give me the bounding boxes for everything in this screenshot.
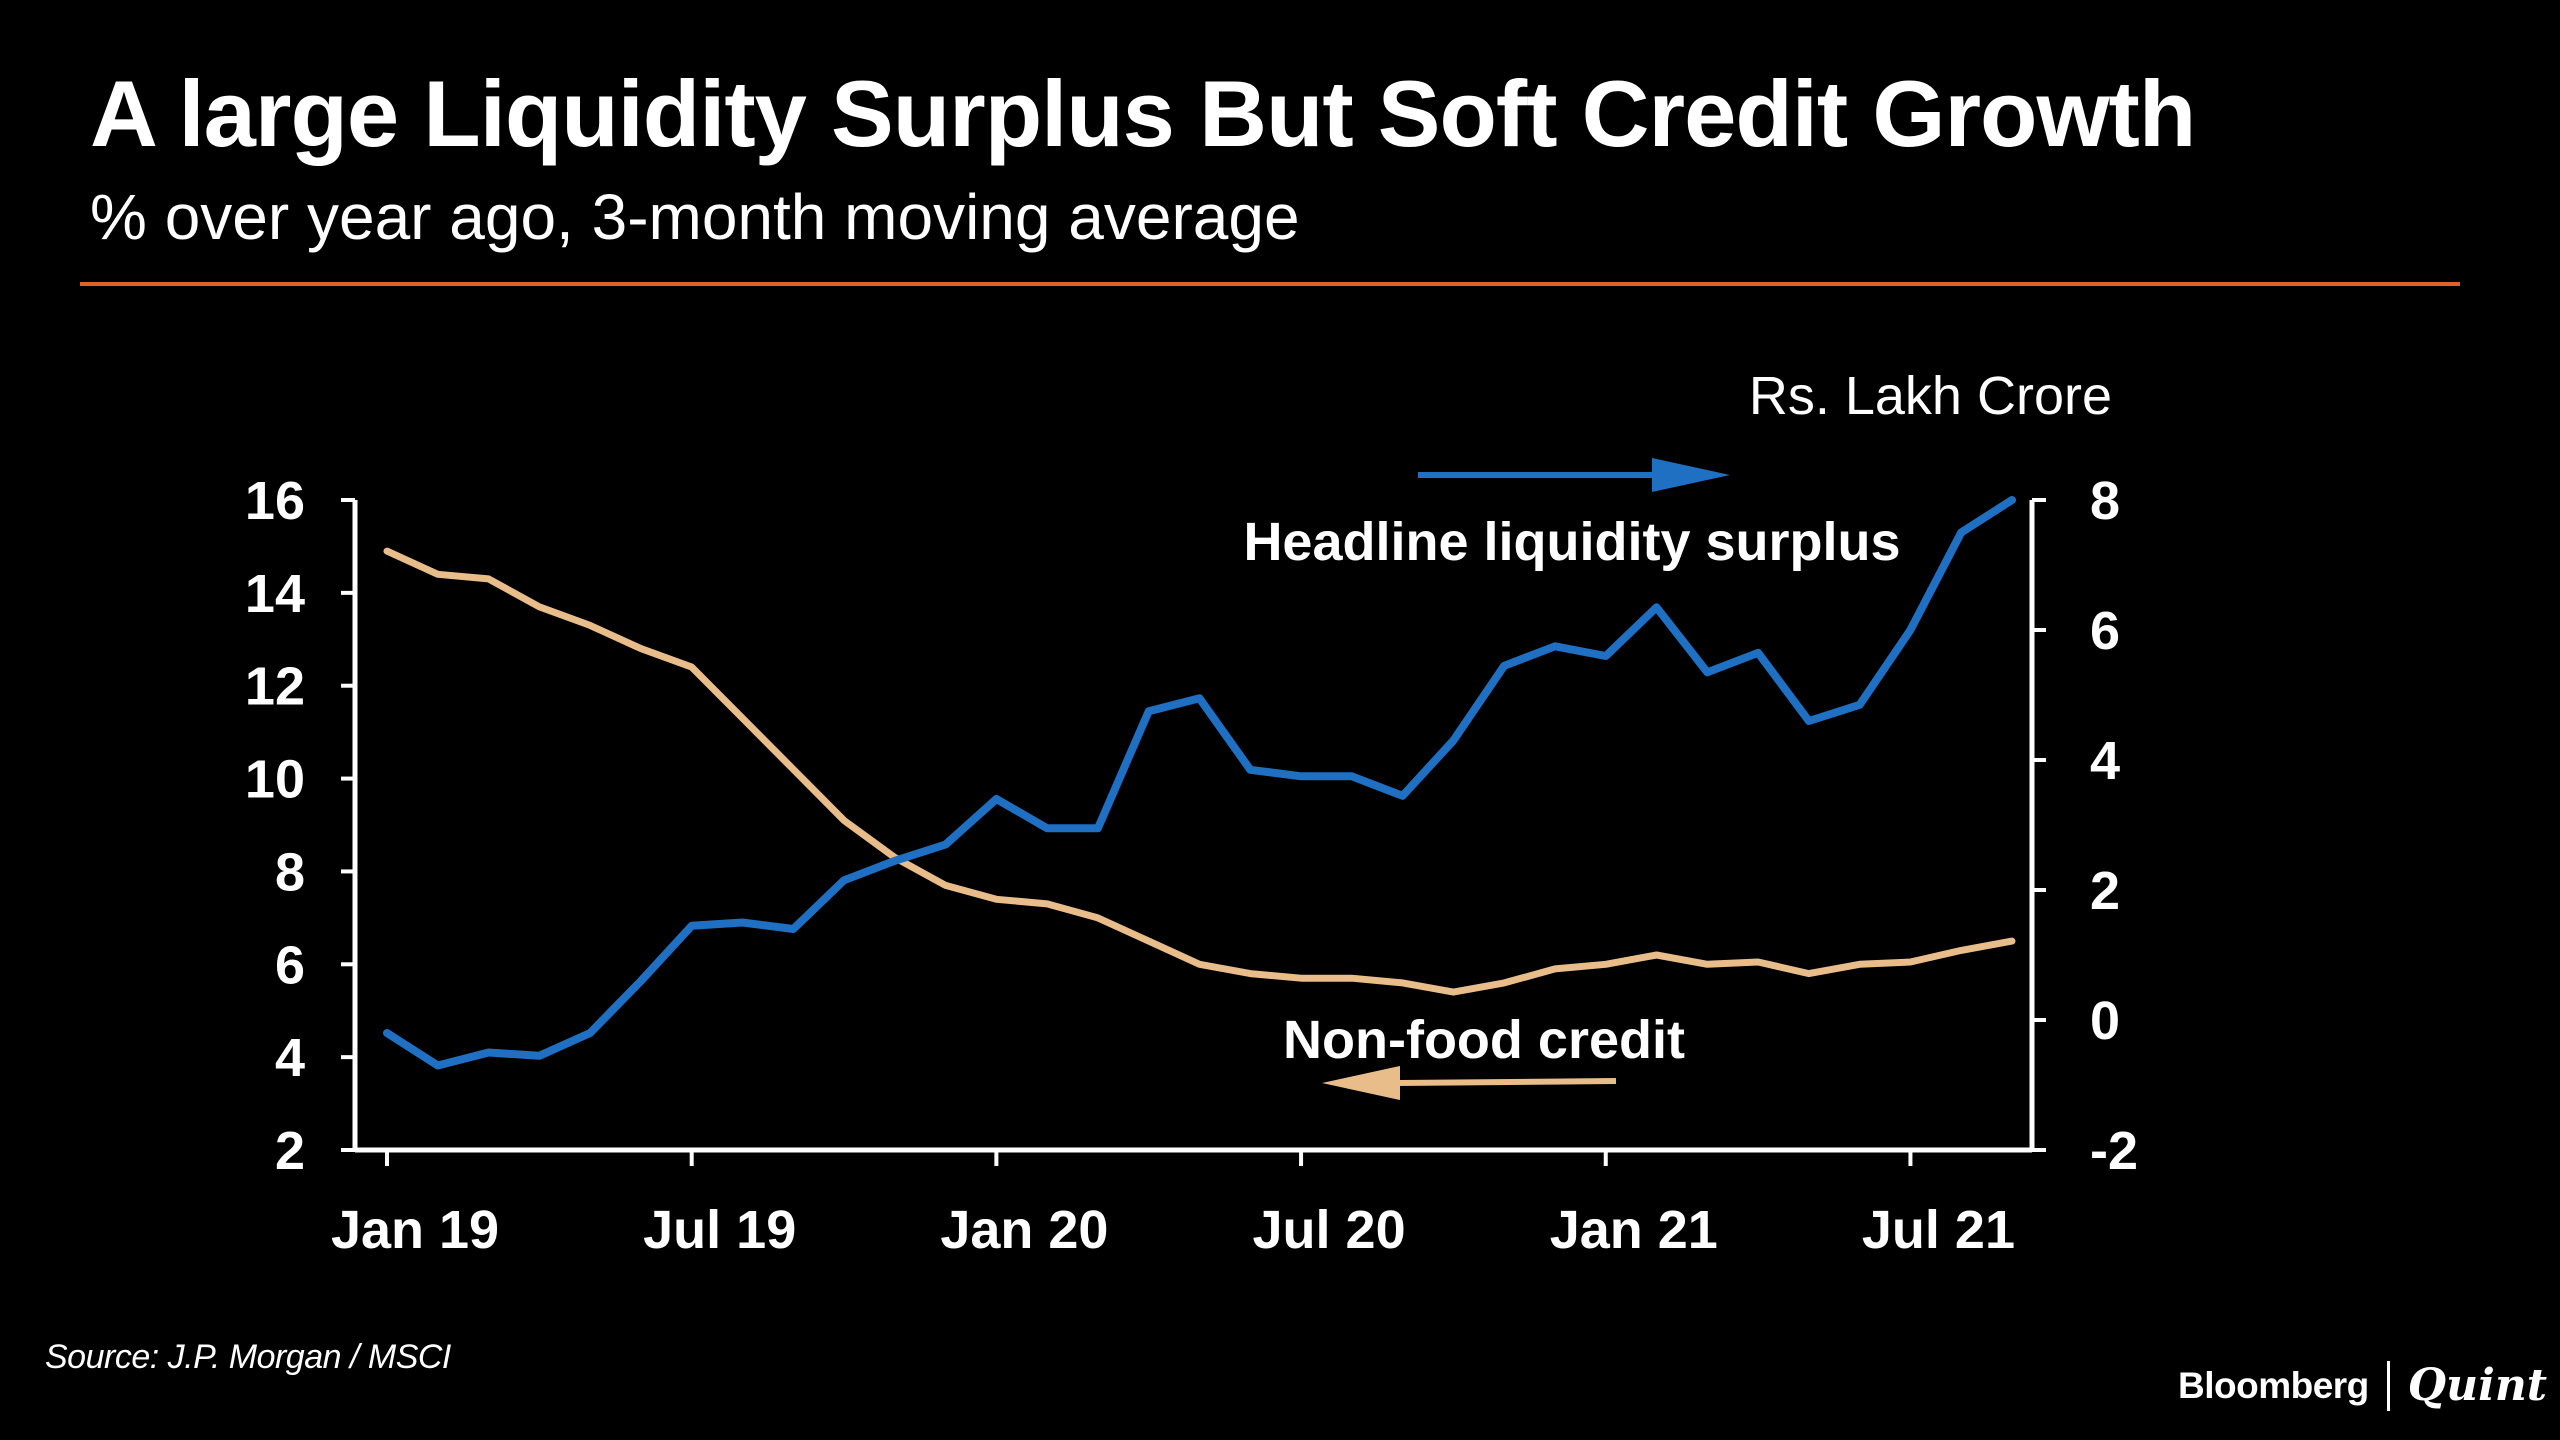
right-axis-tick-label: -2 [2090, 1121, 2138, 1181]
x-axis-tick-label: Jul 21 [1862, 1200, 2015, 1260]
left-axis-tick-label: 10 [245, 750, 305, 810]
left-axis-tick-label: 12 [245, 657, 305, 717]
left-arrow-shaft [1397, 1078, 1617, 1086]
source-note: Source: J.P. Morgan / MSCI [45, 1338, 451, 1376]
x-axis-tick-label: Jan 19 [331, 1200, 499, 1260]
title-divider [80, 282, 2460, 286]
right-axis-tick-label: 0 [2090, 991, 2120, 1051]
right-axis-tick-label: 8 [2090, 471, 2120, 531]
left-axis-tick-label: 2 [275, 1121, 305, 1181]
non-food-credit-line [383, 547, 2016, 996]
brand-primary: Bloomberg [2178, 1364, 2369, 1406]
brand-logo: Bloomberg Quint [2178, 1360, 2547, 1411]
x-axis-tick-label: Jul 19 [643, 1200, 796, 1260]
liquidity-surplus-line [383, 496, 2016, 1070]
left-axis-tick-label: 6 [275, 935, 305, 995]
brand-divider [2386, 1360, 2390, 1411]
brand-secondary: Quint [2407, 1360, 2548, 1411]
x-axis-tick-label: Jan 20 [940, 1200, 1108, 1260]
liquidity-series-label: Headline liquidity surplus [1243, 512, 1900, 572]
left-axis-tick-label: 14 [245, 564, 305, 624]
x-axis-tick-label: Jan 21 [1550, 1200, 1718, 1260]
left-axis-tick-label: 16 [245, 471, 305, 531]
chart-title: A large Liquidity Surplus But Soft Credi… [90, 61, 2196, 166]
right-axis-tick-label: 6 [2090, 601, 2120, 661]
right-axis-label: Rs. Lakh Crore [1749, 366, 2112, 426]
chart-subtitle: % over year ago, 3-month moving average [90, 181, 1300, 253]
right-axis-tick-label: 2 [2090, 861, 2120, 921]
left-axis-tick-label: 8 [275, 842, 305, 902]
left-axis-tick-label: 4 [275, 1028, 305, 1088]
right-axis-tick-label: 4 [2090, 731, 2120, 791]
x-axis-tick-label: Jul 20 [1253, 1200, 1406, 1260]
right-arrow-head [1652, 458, 1730, 492]
left-arrow-head [1322, 1066, 1400, 1100]
credit-series-label: Non-food credit [1283, 1010, 1685, 1070]
